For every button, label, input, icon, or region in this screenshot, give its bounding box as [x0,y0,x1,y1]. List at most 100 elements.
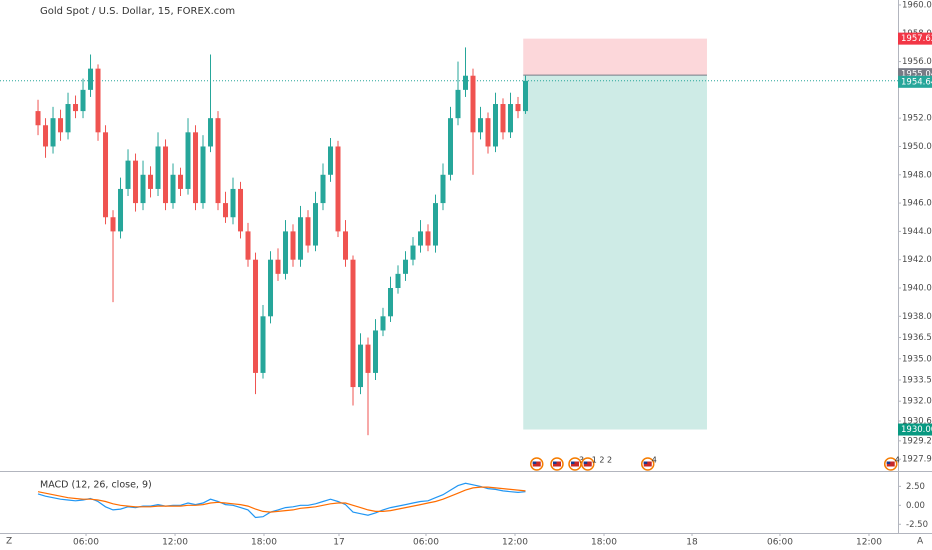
candle-body [470,75,476,133]
candle-body [178,174,184,189]
candle-body [193,132,199,204]
macd-y-tick-label: 2.50 [906,482,925,492]
entry-label: 1955.04 [901,70,932,80]
candle-body [358,344,364,388]
macd-title: MACD (12, 26, close, 9) [40,480,152,491]
candle-body [118,188,124,232]
candle-body [388,288,394,317]
candle-body [238,188,244,232]
x-tick-label: 06:00 [413,538,439,548]
x-tick-label: 18:00 [591,538,617,548]
candle-body [148,174,154,189]
x-tick-label: 12:00 [162,538,188,548]
candle-body [103,132,109,218]
event-flag-canton [570,461,575,464]
x-tick-label: 12:00 [856,538,882,548]
position-layer [0,38,898,430]
stop-tag [898,32,932,45]
x-tick-label: 18:00 [251,538,277,548]
candle-body [200,146,206,204]
y-tick-label: 1946.00 [902,199,932,209]
y-tick-label: 1950.00 [902,142,932,152]
candle-body [65,104,71,133]
y-tick-label: 1942.00 [902,255,932,265]
candle-body [403,259,409,274]
event-label: 3 [579,456,584,465]
event-label: 4 [895,456,900,465]
stop-zone [523,38,707,76]
y-tick-label: 1935.00 [902,354,932,364]
candle-body [320,174,326,204]
candle-body [418,231,424,246]
candle-body [433,203,439,246]
candle-body [80,89,86,112]
target-label: 1930.00 [901,425,932,435]
candle-body [350,259,356,388]
candle-body [170,174,176,204]
candle-body [500,104,506,133]
candle-body [343,231,349,260]
x-tick-label: 06:00 [73,538,99,548]
event-flag [570,461,579,467]
candle-body [275,259,281,274]
candles-layer [35,47,528,519]
candle-body [88,68,94,90]
candle-body [73,104,79,112]
candle-body [425,231,431,246]
candle-body [462,75,468,90]
candle-body [163,146,169,204]
event-flag-canton [583,461,588,464]
candle-body [522,80,528,112]
y-tick-label: 1929.20 [902,436,932,446]
x-tick-label: 18 [686,538,698,548]
event-flag-canton [552,461,557,464]
candle-body [447,118,453,175]
candle-body [515,104,521,112]
y-tick-label: 1960.00 [902,0,932,10]
y-tick-label: 1940.00 [902,284,932,294]
candle-body [507,104,513,133]
candle-body [328,146,334,175]
last-price-label: 1954.64 [901,77,932,87]
macd-line [37,482,526,519]
macd-line [37,486,526,513]
candle-body [58,118,64,133]
candle-body [43,125,49,147]
candle-body [283,231,289,274]
event-label: 1 2 2 [592,456,612,465]
y-tick-label: 1936.50 [902,333,932,343]
corner-right[interactable]: A [917,537,924,547]
event-flag-canton [643,461,648,464]
last-price-tag [898,75,932,88]
event-flag-canton [532,461,537,464]
candle-body [260,316,266,373]
candle-body [35,111,41,126]
candle-body [455,89,461,119]
candle-body [492,104,498,147]
x-tick-label: 12:00 [502,538,528,548]
chart-title: Gold Spot / U.S. Dollar, 15, FOREX.com [40,6,235,17]
event-flag [532,461,541,467]
corner-left[interactable]: Z [6,537,12,547]
target-zone [523,75,707,430]
y-tick-label: 1956.00 [902,57,932,67]
event-flag [886,461,895,467]
candle-body [410,245,416,260]
candle-body [440,174,446,204]
candle-body [305,217,311,246]
y-tick-label: 1938.00 [902,312,932,322]
candle-body [50,118,56,147]
candle-body [133,160,139,204]
candle-body [95,68,101,133]
event-flag [643,461,652,467]
candle-body [230,188,236,218]
candle-body [215,118,221,204]
event-flag [583,461,592,467]
y-tick-label: 1948.00 [902,170,932,180]
y-tick-label: 1944.00 [902,227,932,237]
candle-body [395,273,401,289]
event-flag [552,461,561,467]
y-tick-label: 1933.50 [902,375,932,385]
